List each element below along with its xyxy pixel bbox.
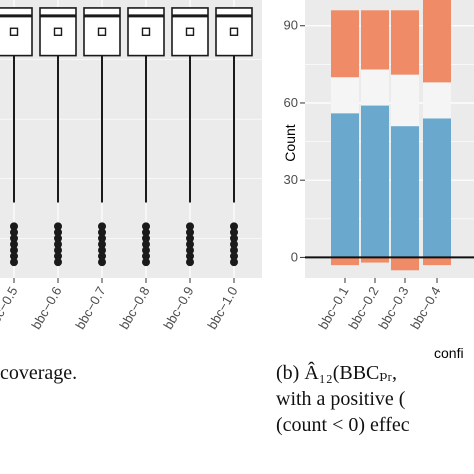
boxplot-x-tick-label: bbc−0.8 (116, 284, 152, 332)
outlier-point (98, 252, 106, 261)
outlier-point (230, 258, 238, 267)
outlier-point (142, 252, 150, 261)
boxplot-x-tick-label: bbc−0.9 (160, 284, 196, 332)
bar-segment (423, 82, 451, 119)
bar-negative-segment (391, 257, 419, 271)
mean-marker (229, 27, 239, 36)
outlier-point (230, 234, 238, 243)
outlier-point (186, 246, 194, 255)
outlier-point (10, 240, 18, 249)
outlier-point (10, 222, 18, 231)
outlier-point (54, 228, 62, 237)
outlier-point (230, 228, 238, 237)
bar-segment (423, 118, 451, 258)
outlier-point (142, 234, 150, 243)
bar-segment (423, 0, 451, 83)
outlier-point (186, 234, 194, 243)
boxplot-x-tick-label: bbc−1.0 (204, 284, 240, 332)
outlier-point (98, 246, 106, 255)
boxplot-x-tick-label: bbc−0.5 (0, 284, 21, 332)
boxplot-x-tick-label: bbc−0.7 (72, 284, 108, 332)
boxplot-x-tick-label: bbc−0.6 (28, 284, 64, 332)
outlier-point (54, 240, 62, 249)
bar-x-tick-label: bbc−0.4 (407, 284, 443, 332)
boxplot-caption: coverage. (0, 362, 78, 384)
mean-marker (9, 27, 19, 36)
mean-marker (185, 27, 195, 36)
outlier-point (98, 234, 106, 243)
bar-negative-segment (423, 257, 451, 266)
bar-caption: (b) Â₁₂(BBCₚᵣ, with a positive ( (count … (276, 360, 410, 438)
outlier-point (98, 228, 106, 237)
boxplot-x-tick-labels: bbc−0.5 bbc−0.6 bbc−0.7 bbc−0.8 bbc−0.9 bbc−1… (0, 278, 241, 332)
outlier-point (230, 222, 238, 231)
outlier-point (142, 222, 150, 231)
bar-segment (331, 113, 359, 258)
outlier-point (98, 222, 106, 231)
bar-segment (361, 10, 389, 70)
bar-segment (361, 69, 389, 106)
outlier-point (142, 228, 150, 237)
mean-marker (53, 27, 63, 36)
bar-negative-segment (331, 257, 359, 266)
bar-segment (331, 77, 359, 114)
bar-y-tick-label: 0 (291, 249, 298, 264)
outlier-point (230, 246, 238, 255)
bar-caption-line-3: (count < 0) effec (276, 414, 410, 436)
outlier-point (10, 234, 18, 243)
bar-negative-segment (361, 257, 389, 263)
bar-segment (391, 126, 419, 258)
boxplot-boxes (0, 7, 253, 267)
outlier-point (10, 246, 18, 255)
bar-y-tick-label: 30 (284, 172, 298, 187)
bar-y-tick-labels: 0 30 60 90 (284, 18, 305, 264)
outlier-point (98, 240, 106, 249)
outlier-point (98, 258, 106, 267)
boxplot-chart: bbc−0.5 bbc−0.6 bbc−0.7 bbc−0.8 bbc−0.9 bbc−1… (0, 0, 262, 332)
mean-marker (97, 27, 107, 36)
outlier-point (54, 222, 62, 231)
bar-segment (331, 10, 359, 78)
bar-caption-line-1: (b) Â₁₂(BBCₚᵣ, (276, 362, 397, 384)
bar-y-tick-label: 90 (284, 18, 298, 33)
outlier-point (142, 240, 150, 249)
outlier-point (186, 228, 194, 237)
outlier-point (186, 222, 194, 231)
outlier-point (230, 240, 238, 249)
bar-segment (391, 10, 419, 75)
bar-caption-line-2: with a positive ( (276, 388, 406, 410)
outlier-point (54, 246, 62, 255)
outlier-point (54, 252, 62, 261)
outlier-point (10, 258, 18, 267)
outlier-point (142, 246, 150, 255)
outlier-point (10, 252, 18, 261)
outlier-point (186, 240, 194, 249)
outlier-point (186, 252, 194, 261)
mean-marker (141, 27, 151, 36)
outlier-point (142, 258, 150, 267)
outlier-point (54, 258, 62, 267)
bar-y-tick-label: 60 (284, 95, 298, 110)
outlier-point (54, 234, 62, 243)
outlier-point (10, 228, 18, 237)
outlier-point (230, 252, 238, 261)
bar-segment (391, 74, 419, 127)
bar-segment (361, 105, 389, 258)
outlier-point (186, 258, 194, 267)
bar-segments (305, 0, 474, 271)
bar-y-axis-title: Count (282, 124, 298, 161)
bar-x-axis-title: confi (434, 345, 464, 361)
